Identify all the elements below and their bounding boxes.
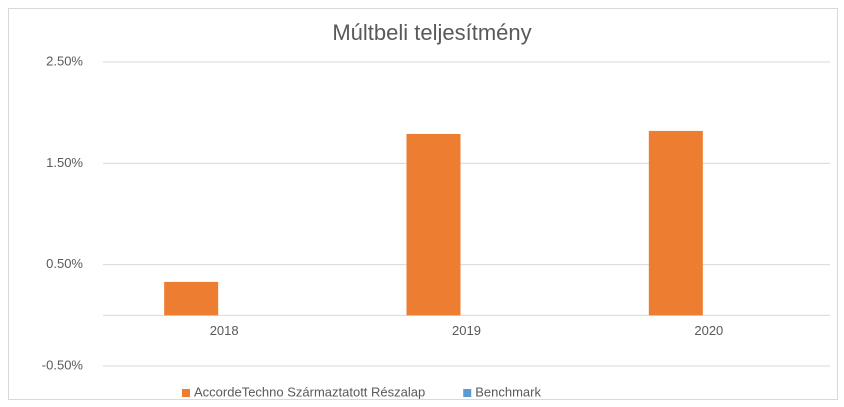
chart-title: Múltbeli teljesítmény (332, 20, 531, 45)
x-tick-label: 2018 (210, 323, 239, 338)
legend-swatch (182, 389, 190, 397)
bar (648, 130, 703, 316)
x-tick-label: 2020 (694, 323, 723, 338)
legend-label: Benchmark (475, 384, 541, 399)
y-tick-label: 2.50% (46, 53, 83, 68)
x-tick-label: 2019 (452, 323, 481, 338)
legend-swatch (463, 389, 472, 397)
y-tick-label: -0.50% (42, 357, 84, 372)
bar (164, 281, 219, 316)
bar (406, 133, 461, 316)
y-tick-label: 1.50% (46, 155, 83, 170)
y-tick-label: 0.50% (46, 256, 83, 271)
legend-label: AccordeTechno Származtatott Részalap (194, 384, 425, 399)
